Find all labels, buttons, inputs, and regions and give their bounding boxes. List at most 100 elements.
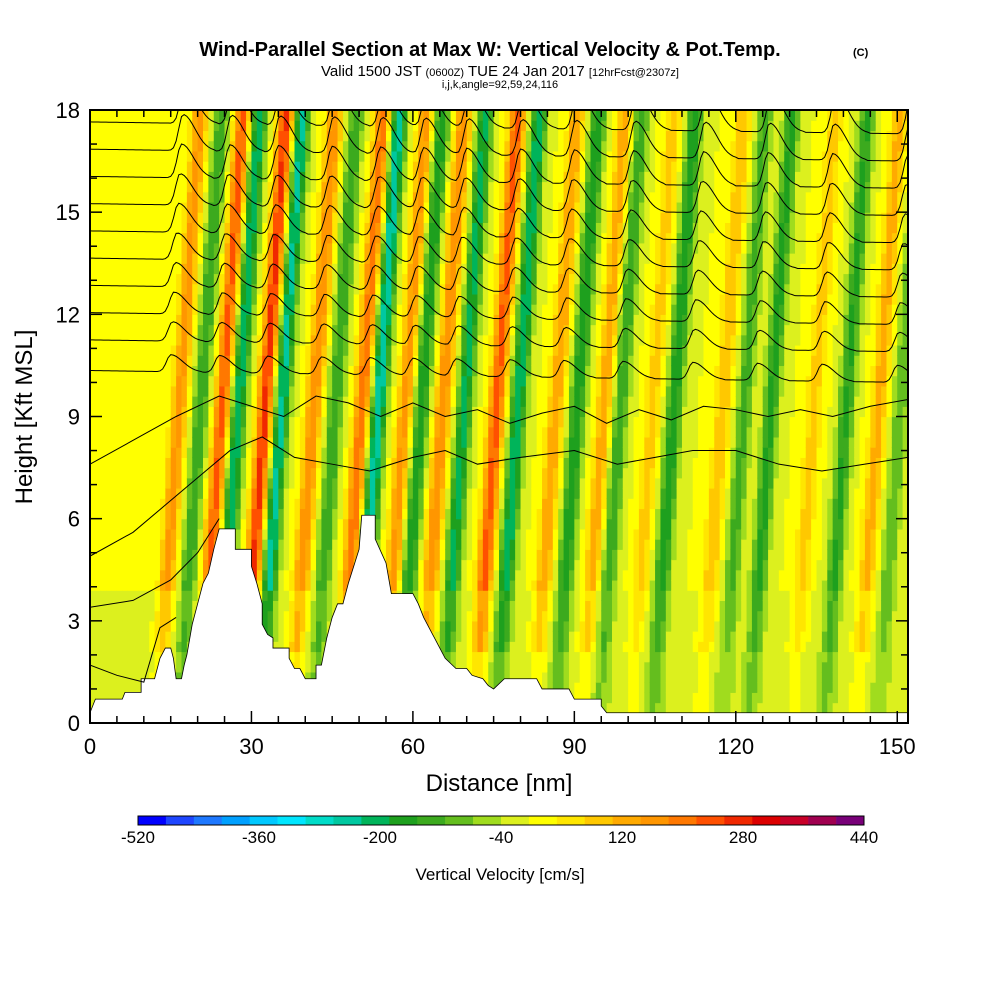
- velocity-cell: [364, 385, 371, 397]
- velocity-cell: [170, 631, 177, 642]
- velocity-cell: [251, 467, 258, 479]
- velocity-cell: [385, 508, 392, 520]
- velocity-cell: [509, 488, 516, 499]
- velocity-cell: [235, 528, 242, 540]
- velocity-cell: [369, 212, 376, 223]
- velocity-cell: [515, 181, 522, 193]
- velocity-cell: [326, 508, 333, 520]
- velocity-cell: [229, 120, 236, 132]
- velocity-cell: [100, 661, 107, 673]
- velocity-cell: [369, 304, 376, 315]
- velocity-cell: [423, 539, 430, 550]
- velocity-cell: [472, 171, 479, 183]
- velocity-cell: [482, 498, 489, 510]
- velocity-cell: [262, 600, 269, 612]
- velocity-cell: [127, 528, 134, 540]
- velocity-cell: [407, 539, 414, 550]
- velocity-cell: [418, 579, 425, 591]
- velocity-cell: [353, 396, 360, 407]
- velocity-cell: [455, 324, 462, 336]
- velocity-cell: [229, 488, 236, 499]
- velocity-cell: [192, 590, 199, 601]
- velocity-cell: [342, 416, 349, 428]
- velocity-cell: [396, 344, 403, 356]
- velocity-cell: [116, 293, 123, 305]
- velocity-cell: [353, 232, 360, 244]
- velocity-cell: [359, 273, 366, 285]
- velocity-cell: [391, 579, 398, 591]
- velocity-cell: [192, 324, 199, 336]
- velocity-cell: [262, 191, 269, 203]
- velocity-cell: [316, 447, 323, 458]
- velocity-cell: [256, 436, 263, 448]
- velocity-cell: [186, 426, 193, 438]
- velocity-cell: [488, 201, 495, 213]
- velocity-cell: [499, 273, 505, 285]
- velocity-cell: [380, 253, 387, 264]
- velocity-cell: [289, 263, 296, 275]
- velocity-cell: [235, 304, 242, 315]
- velocity-cell: [375, 283, 382, 295]
- velocity-cell: [407, 579, 414, 591]
- velocity-cell: [197, 355, 204, 367]
- velocity-cell: [316, 242, 323, 254]
- velocity-cell: [450, 375, 457, 387]
- velocity-cell: [439, 600, 446, 612]
- velocity-cell: [477, 671, 484, 683]
- velocity-cell: [418, 191, 425, 203]
- velocity-cell: [143, 406, 150, 418]
- velocity-cell: [283, 600, 290, 612]
- velocity-cell: [116, 508, 123, 520]
- velocity-cell: [434, 130, 441, 142]
- velocity-cell: [375, 212, 382, 223]
- velocity-cell: [159, 324, 166, 336]
- velocity-cell: [515, 242, 522, 254]
- velocity-cell: [531, 110, 538, 121]
- velocity-cell: [267, 355, 274, 367]
- velocity-cell: [321, 579, 328, 591]
- velocity-cell: [455, 620, 462, 632]
- velocity-cell: [170, 355, 177, 367]
- velocity-cell: [122, 508, 129, 520]
- velocity-cell: [369, 324, 376, 336]
- velocity-cell: [149, 171, 156, 183]
- velocity-cell: [192, 222, 199, 234]
- velocity-cell: [122, 569, 129, 581]
- velocity-cell: [310, 181, 317, 193]
- velocity-cell: [294, 171, 301, 183]
- velocity-cell: [520, 610, 527, 622]
- velocity-cell: [316, 436, 323, 448]
- velocity-cell: [482, 396, 489, 407]
- velocity-cell: [165, 222, 172, 234]
- velocity-cell: [525, 242, 532, 254]
- velocity-cell: [429, 232, 436, 244]
- velocity-cell: [122, 120, 129, 132]
- velocity-cell: [127, 385, 134, 397]
- velocity-cell: [181, 130, 188, 142]
- velocity-cell: [429, 140, 436, 152]
- velocity-cell: [116, 110, 123, 121]
- velocity-cell: [203, 334, 209, 346]
- velocity-cell: [90, 692, 96, 704]
- velocity-cell: [106, 324, 113, 336]
- velocity-cell: [520, 263, 527, 275]
- velocity-cell: [154, 344, 161, 356]
- velocity-cell: [455, 467, 462, 479]
- velocity-cell: [342, 171, 349, 183]
- velocity-cell: [159, 110, 166, 121]
- velocity-cell: [116, 181, 123, 193]
- velocity-cell: [176, 508, 183, 520]
- velocity-cell: [423, 191, 430, 203]
- velocity-cell: [100, 610, 107, 622]
- velocity-cell: [289, 324, 296, 336]
- velocity-cell: [116, 528, 123, 540]
- velocity-cell: [133, 232, 140, 244]
- velocity-cell: [192, 293, 199, 305]
- velocity-cell: [310, 314, 317, 326]
- velocity-cell: [402, 539, 409, 550]
- velocity-cell: [256, 375, 263, 387]
- velocity-cell: [364, 110, 371, 121]
- velocity-cell: [434, 528, 441, 540]
- velocity-cell: [450, 130, 457, 142]
- velocity-cell: [337, 334, 344, 346]
